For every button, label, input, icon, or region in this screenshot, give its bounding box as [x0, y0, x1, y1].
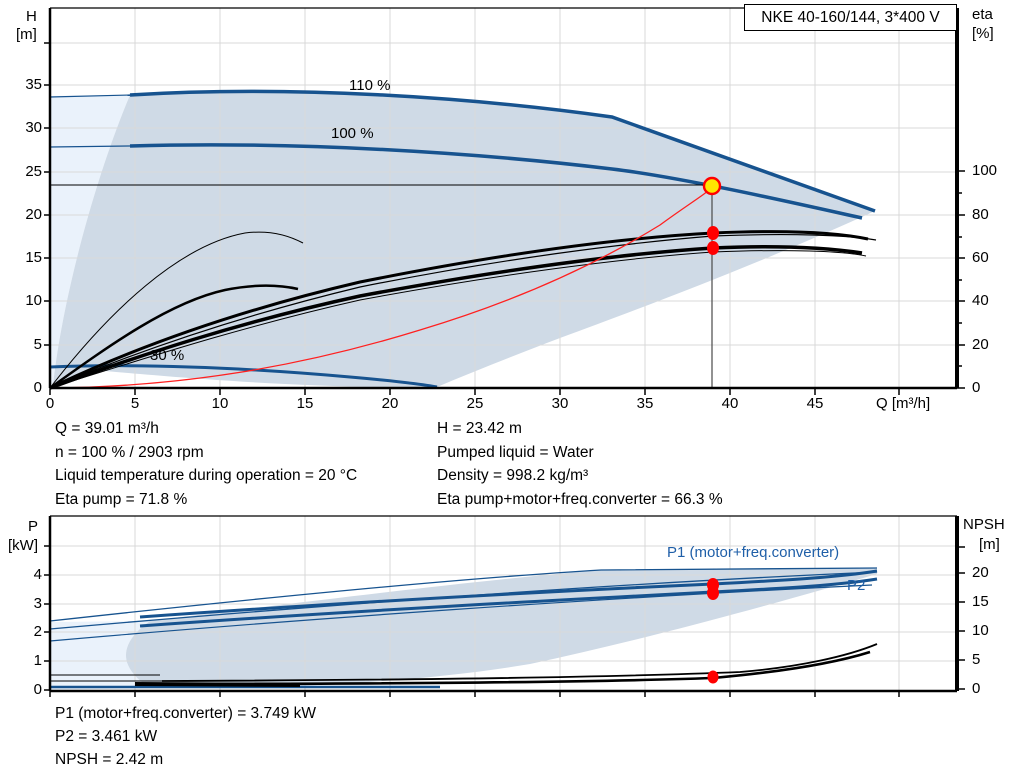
bottom-duty-point	[707, 578, 719, 684]
h-tick: 10	[25, 292, 42, 309]
speed-110-curve-ext	[49, 94, 131, 98]
duty-point-marker[interactable]	[702, 176, 722, 196]
p-tick: 4	[33, 566, 42, 583]
top-duty-point	[50, 176, 722, 388]
speed-100-curve-ext	[49, 145, 131, 148]
eta-pump-b-thin	[49, 250, 867, 389]
p2-curve-label: P2	[847, 577, 866, 594]
h-axis-unit: [m]	[16, 26, 37, 43]
bottom-envelope-dark	[125, 568, 877, 689]
npsh-curve-fork	[161, 643, 878, 682]
eta-pump-a-thick	[49, 230, 869, 390]
q-tick: 5	[130, 395, 140, 412]
h-tick: 0	[33, 379, 42, 396]
h-tick: 5	[33, 336, 42, 353]
chart-frames	[48, 7, 959, 693]
q-tick: 0	[45, 395, 55, 412]
speed-30-label: 30 %	[150, 347, 185, 364]
p2-point	[707, 586, 719, 600]
info-liquid: Pumped liquid = Water	[437, 444, 594, 461]
info-eta-total: Eta pump+motor+freq.converter = 66.3 %	[437, 491, 723, 508]
q-tick: 15	[296, 395, 314, 412]
npsh-tick: 5	[972, 651, 981, 668]
top-envelope-light	[50, 95, 130, 388]
p1-curve-label: P1 (motor+freq.converter)	[667, 544, 840, 561]
eta-total-red-curve	[49, 186, 713, 389]
info-head: H = 23.42 m	[437, 420, 522, 437]
npsh-curve	[134, 650, 871, 686]
p-tick: 1	[33, 652, 42, 669]
eta-tick: 0	[972, 379, 981, 396]
eta-tick: 100	[972, 162, 998, 179]
speed-100-label: 100 %	[331, 125, 374, 142]
h-tick: 20	[25, 206, 42, 223]
npsh-tick: 20	[972, 564, 989, 581]
npsh-tick: 15	[972, 593, 989, 610]
eta-tick: 40	[972, 292, 989, 309]
speed-30-curve	[49, 364, 438, 389]
npsh-axis-name: NPSH	[963, 516, 1005, 533]
eta-tick: 20	[972, 336, 989, 353]
info-temperature: Liquid temperature during operation = 20…	[55, 467, 358, 484]
eta-axis-unit: [%]	[972, 25, 994, 42]
q-tick: 35	[636, 395, 654, 412]
h-tick: 15	[25, 249, 42, 266]
p-axis-unit: [kW]	[8, 537, 38, 554]
eta-axis-name: eta	[972, 6, 993, 23]
info-p1: P1 (motor+freq.converter) = 3.749 kW	[55, 705, 317, 722]
info-npsh: NPSH = 2.42 m	[55, 751, 164, 768]
q-tick: 25	[466, 395, 484, 412]
h-tick: 30	[25, 119, 42, 136]
p-tick: 0	[33, 681, 42, 698]
info-eta-pump: Eta pump = 71.8 %	[55, 491, 188, 508]
info-p2: P2 = 3.461 kW	[55, 728, 158, 745]
p-tick: 3	[33, 595, 42, 612]
speed-110-label: 110 %	[349, 77, 391, 94]
npsh-point	[707, 670, 719, 684]
speed-110-curve	[129, 89, 876, 213]
p-axis-name: P	[28, 518, 39, 535]
q-tick: 30	[551, 395, 569, 412]
h-axis-name: H	[26, 8, 37, 25]
p1-curve	[139, 569, 878, 619]
npsh-axis-unit: [m]	[979, 536, 1000, 553]
speed-100-curve	[129, 143, 863, 220]
eta-point-a	[707, 226, 719, 240]
eta-tick: 80	[972, 206, 989, 223]
p2-thin	[49, 584, 873, 642]
eta-short-curve	[49, 284, 299, 390]
q-tick: 45	[806, 395, 824, 412]
npsh-tick: 0	[972, 680, 981, 697]
info-density: Density = 998.2 kg/m³	[437, 467, 589, 484]
info-flow: Q = 39.01 m³/h	[55, 420, 159, 437]
p1-thin-upper	[49, 567, 878, 622]
top-envelope	[50, 91, 875, 388]
bottom-curves	[49, 567, 878, 689]
info-speed: n = 100 % / 2903 rpm	[55, 444, 204, 461]
p-tick: 2	[33, 623, 42, 640]
q-tick: 20	[381, 395, 399, 412]
eta-pump-a-thin	[49, 233, 877, 389]
p2-curve	[139, 577, 878, 628]
q-axis-label: Q [m³/h]	[876, 395, 931, 412]
top-curves	[49, 89, 877, 390]
eta-thin-arc	[49, 231, 304, 389]
npsh-tick: 10	[972, 622, 989, 639]
eta-tick: 60	[972, 249, 989, 266]
top-envelope-dark	[53, 91, 875, 388]
eta-point-b	[707, 241, 719, 255]
eta-pump-b-thick	[49, 245, 863, 390]
h-tick: 35	[25, 76, 42, 93]
q-tick: 10	[211, 395, 229, 412]
q-tick: 40	[721, 395, 739, 412]
pump-title-box: NKE 40-160/144, 3*400 V	[744, 4, 957, 31]
axis-ticks	[44, 42, 965, 697]
h-tick: 25	[25, 163, 42, 180]
